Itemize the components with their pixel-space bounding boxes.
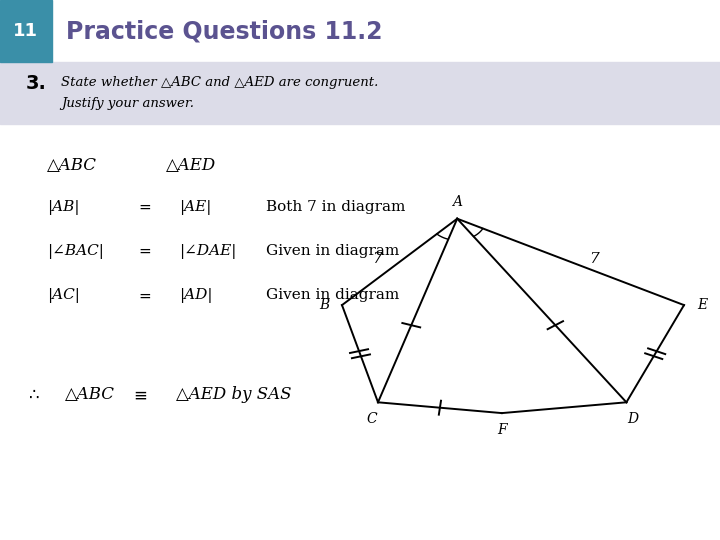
Text: △AED by SAS: △AED by SAS: [176, 386, 292, 403]
Text: Practice Questions 11.2: Practice Questions 11.2: [66, 19, 383, 43]
Text: △AED: △AED: [166, 157, 216, 173]
Text: |AB|: |AB|: [47, 200, 79, 215]
Text: D: D: [627, 412, 639, 426]
Text: 11: 11: [14, 22, 38, 40]
Text: F: F: [497, 423, 507, 437]
Bar: [0, 62, 720, 124]
Text: ≡: ≡: [133, 386, 147, 404]
Text: |AE|: |AE|: [179, 200, 211, 215]
Text: △ABC: △ABC: [47, 157, 96, 173]
Text: |∠DAE|: |∠DAE|: [179, 244, 236, 259]
Text: |AC|: |AC|: [47, 288, 80, 303]
Text: ∴: ∴: [29, 386, 40, 404]
Text: Given in diagram: Given in diagram: [266, 244, 400, 258]
Text: B: B: [319, 298, 329, 312]
Text: |∠BAC|: |∠BAC|: [47, 244, 104, 259]
Text: C: C: [366, 412, 377, 426]
Bar: [0, 0, 720, 62]
Text: 7: 7: [589, 252, 598, 266]
Text: Both 7 in diagram: Both 7 in diagram: [266, 200, 406, 214]
Text: =: =: [138, 288, 151, 303]
Text: =: =: [138, 200, 151, 215]
Text: State whether △ABC and △AED are congruent.: State whether △ABC and △AED are congruen…: [61, 76, 379, 89]
Text: A: A: [452, 195, 462, 209]
Text: Given in diagram: Given in diagram: [266, 288, 400, 302]
Text: △ABC: △ABC: [65, 386, 114, 403]
Text: =: =: [138, 244, 151, 259]
Text: E: E: [697, 298, 707, 312]
Text: 3.: 3.: [25, 75, 46, 93]
Bar: [0, 0, 52, 62]
Text: |AD|: |AD|: [179, 288, 212, 303]
Text: 7: 7: [372, 252, 382, 266]
Text: Justify your answer.: Justify your answer.: [61, 98, 194, 111]
